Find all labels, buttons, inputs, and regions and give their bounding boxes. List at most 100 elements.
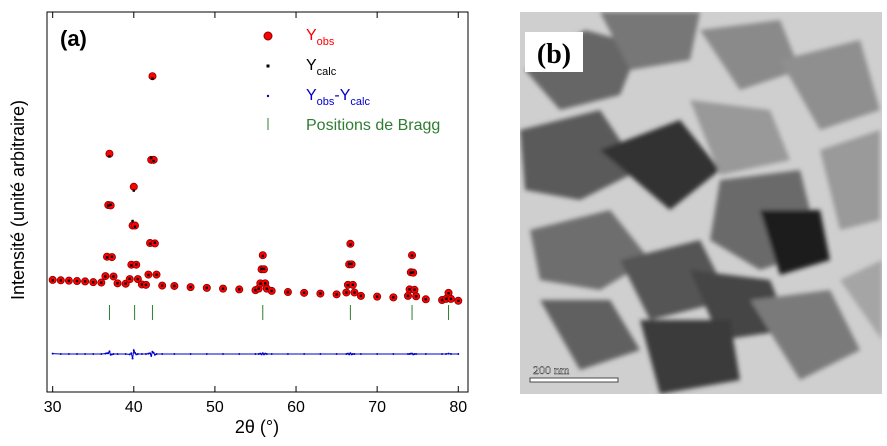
diff-point	[161, 353, 164, 355]
calc-point	[410, 254, 414, 257]
diff-point	[67, 353, 70, 355]
diff-point	[116, 353, 119, 355]
legend-text: Y	[306, 27, 317, 44]
diff-point	[84, 353, 87, 355]
diff-point	[135, 353, 138, 356]
calc-point	[440, 298, 444, 302]
legend-subscript: calc	[317, 66, 337, 78]
diff-point	[153, 353, 156, 356]
calc-point	[345, 291, 348, 294]
x-axis-label: 2θ (°)	[235, 417, 279, 437]
calc-point	[75, 279, 79, 283]
diff-point	[335, 353, 338, 355]
calc-point	[150, 156, 153, 160]
diff-point	[270, 353, 273, 355]
calc-point	[408, 288, 411, 291]
diff-point	[257, 353, 260, 355]
diff-point	[265, 353, 268, 355]
diff-point	[152, 351, 155, 354]
x-tick-label: 80	[449, 399, 467, 416]
calc-point	[302, 291, 306, 295]
diff-point	[155, 353, 158, 355]
calc-point	[135, 263, 138, 266]
obs-point	[148, 72, 157, 81]
calc-point	[270, 289, 273, 293]
calc-point	[238, 288, 241, 291]
diff-point	[76, 353, 79, 355]
obs-point	[129, 182, 138, 191]
calc-point	[409, 271, 413, 274]
calc-point	[262, 267, 266, 271]
diff-point	[449, 353, 452, 355]
legend-label: Yobs	[306, 27, 335, 48]
calc-point	[144, 283, 148, 287]
calc-point	[140, 283, 144, 286]
calc-point	[259, 282, 262, 285]
diff-point	[131, 357, 134, 360]
diff-point	[136, 353, 139, 355]
diff-point	[134, 351, 137, 354]
panel-label: (a)	[60, 26, 87, 51]
calc-point	[412, 271, 415, 274]
diff-point	[392, 353, 395, 355]
diff-point	[376, 353, 379, 355]
diff-point	[424, 353, 427, 355]
x-tick-label: 50	[206, 399, 224, 416]
calc-point	[112, 275, 115, 278]
legend-text: Y	[306, 57, 317, 74]
diff-point	[447, 352, 450, 355]
diff-point	[445, 353, 448, 355]
calc-point	[148, 242, 152, 245]
diff-point	[59, 353, 62, 355]
calc-point	[130, 264, 133, 267]
calc-point	[189, 285, 192, 289]
diff-point	[51, 352, 54, 355]
diff-point	[173, 353, 176, 355]
image-label: (b)	[537, 39, 571, 70]
x-tick-label: 30	[44, 399, 62, 416]
diff-point	[353, 353, 356, 355]
legend-subscript: calc	[350, 96, 370, 108]
calc-point	[413, 288, 416, 291]
calc-point	[173, 284, 176, 288]
calc-point	[414, 295, 418, 298]
diff-point	[108, 350, 111, 353]
calc-point	[261, 254, 264, 258]
diff-point	[144, 353, 147, 355]
plot-frame	[46, 11, 469, 393]
calc-point	[152, 159, 155, 163]
calc-point	[457, 299, 460, 302]
calc-point	[128, 277, 131, 280]
calc-point	[109, 203, 112, 206]
diff-point	[110, 353, 113, 356]
calc-point	[449, 297, 453, 301]
calc-point	[92, 280, 95, 284]
diff-point	[107, 352, 110, 355]
legend-label: Positions de Bragg	[306, 117, 440, 134]
diff-point	[100, 353, 103, 355]
legend-label: Ycalc	[306, 57, 337, 78]
diff-point	[149, 352, 152, 355]
diff-point	[205, 353, 208, 355]
calc-point	[347, 262, 351, 266]
calc-point	[155, 273, 158, 276]
diff-point	[345, 353, 348, 355]
calc-point	[264, 282, 267, 285]
calc-point	[136, 277, 140, 281]
calc-point	[349, 243, 352, 246]
calc-point	[131, 219, 134, 223]
calc-point	[116, 282, 119, 285]
calc-point	[105, 256, 109, 259]
diff-point	[319, 353, 322, 355]
calc-point	[351, 283, 355, 287]
legend-subscript: obs	[317, 96, 335, 108]
calc-point	[424, 298, 428, 301]
calc-point	[350, 262, 353, 266]
calc-point	[100, 281, 103, 284]
calc-point	[346, 284, 350, 287]
diff-point	[130, 352, 133, 355]
scale-bar-label: 200 nm	[533, 363, 570, 377]
diff-point	[189, 353, 192, 355]
calc-point	[51, 279, 54, 282]
calc-point	[147, 273, 150, 277]
